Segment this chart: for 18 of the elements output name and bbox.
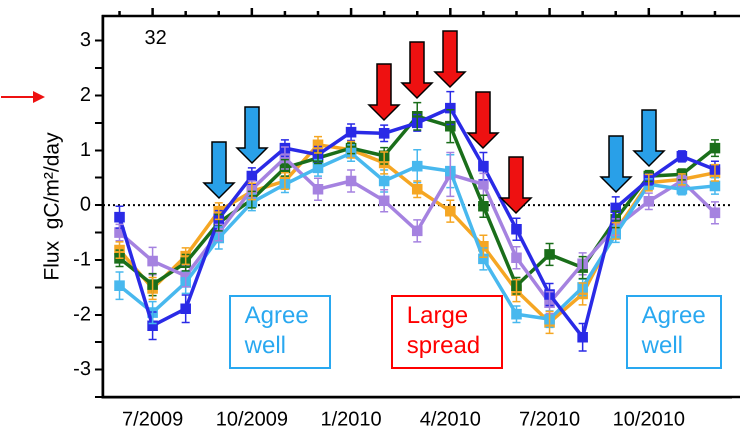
x-tick-label: 10/2010 (612, 408, 685, 431)
annotation: Large spread (390, 295, 504, 369)
y-tick-label: 1 (80, 138, 91, 161)
y-tick-label: -2 (73, 303, 91, 326)
y-tick-label: 2 (80, 84, 91, 106)
y-tick-label: -1 (73, 248, 91, 270)
x-tick-label: 7/2010 (518, 408, 580, 431)
y-axis-title: Flux gC/m²/day (40, 132, 64, 281)
x-tick-label: 1/2010 (320, 408, 382, 431)
x-tick-label: 7/2009 (122, 408, 184, 431)
x-tick-label: 10/2009 (216, 408, 288, 431)
y-tick-label: -3 (73, 358, 91, 380)
y-tick-label: 0 (80, 194, 91, 216)
annotation: Agree well (228, 295, 332, 369)
annotation: Agree well (626, 295, 722, 369)
y-tick-label: 3 (80, 29, 91, 52)
annotation: 32 (144, 26, 167, 50)
x-tick-label: 4/2010 (420, 408, 481, 431)
